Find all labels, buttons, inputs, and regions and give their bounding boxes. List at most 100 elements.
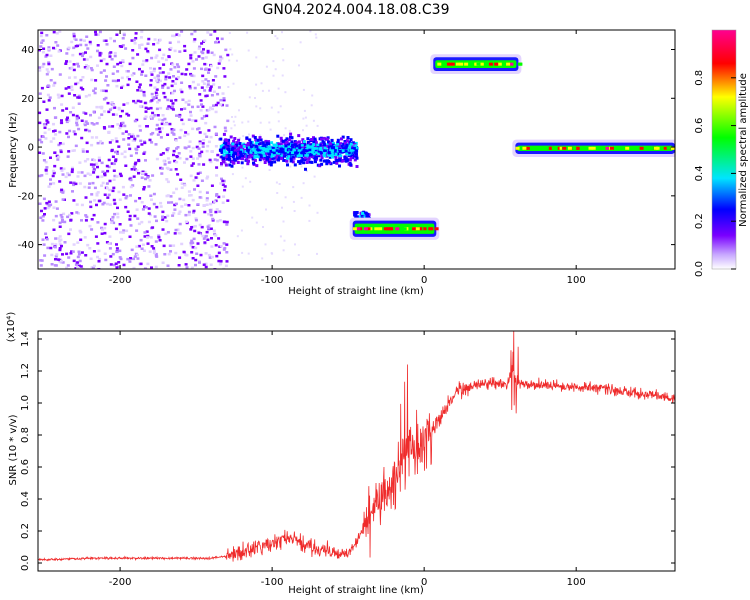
heatmap-cell [112,178,116,181]
heatmap-cell [69,181,73,184]
heatmap-cell [235,59,238,62]
heatmap-cell [52,122,55,126]
heatmap-cell [150,141,154,144]
heatmap-cell [151,96,155,99]
heatmap-cell [200,42,204,45]
heatmap-cell [202,48,205,51]
heatmap-cell [58,73,62,76]
heatmap-cell [106,202,109,206]
heatmap-cell [305,154,309,157]
heatmap-cell [249,145,253,148]
heatmap-cell [222,242,226,245]
heatmap-cell [144,177,147,181]
heatmap-cell [260,150,264,154]
heatmap-cell [46,121,50,124]
heatmap-cell [286,142,290,146]
heatmap-cell [84,112,88,115]
heatmap-cell [104,79,108,82]
heatmap-cell [171,214,175,217]
heatmap-cell [109,37,113,40]
heatmap-cell [191,60,195,63]
y-tick-label: 0.6 [20,459,31,475]
heatmap-cell [115,150,119,154]
heatmap-cell [177,65,181,69]
heatmap-cell [51,169,55,173]
heatmap-cell [70,88,74,91]
heatmap-cell [206,225,210,228]
heatmap-cell [121,37,125,40]
heatmap-cell [47,200,51,203]
heatmap-cell [86,243,90,247]
heatmap-cell [124,164,128,167]
heatmap-cell [120,109,124,113]
heatmap-cell [306,151,310,154]
heatmap-cell [147,220,151,224]
heatmap-cell [169,68,173,71]
heatmap-cell [173,89,176,93]
heatmap-cell [289,153,293,157]
heatmap-cell [275,155,279,159]
heatmap-cell [154,143,158,146]
heatmap-cell [132,38,136,42]
heatmap-cell [224,155,228,158]
heatmap-cell [115,250,119,254]
heatmap-cell [157,236,161,239]
spectrogram-y-label: Frequency (Hz) [8,112,19,188]
heatmap-cell [100,226,103,230]
heatmap-cell [61,218,64,222]
heatmap-cell [236,147,240,151]
heatmap-cell [180,72,184,76]
heatmap-cell [74,263,78,266]
heatmap-cell [98,54,102,57]
heatmap-cell [322,153,326,157]
heatmap-cell [101,181,105,185]
heatmap-cell [150,73,154,76]
heatmap-cell [221,179,225,183]
heatmap-cell [302,182,305,185]
heatmap-cell [133,255,137,258]
heatmap-cell [309,150,313,153]
heatmap-cell [187,103,191,106]
heatmap-cell [78,52,82,56]
heatmap-cell [71,149,75,152]
heatmap-cell [97,260,101,263]
heatmap-cell [180,81,184,84]
heatmap-cell [165,107,169,110]
heatmap-cell [54,237,58,240]
heatmap-cell [83,159,87,163]
heatmap-cell [274,151,278,155]
heatmap-cell [52,30,56,34]
heatmap-cell [265,151,269,155]
heatmap-cell [178,232,182,235]
heatmap-cell [201,74,205,78]
heatmap-cell [233,137,237,140]
heatmap-cell [72,32,76,36]
heatmap-cell [330,138,334,142]
heatmap-cell [319,158,323,162]
heatmap-cell [340,145,344,148]
heatmap-cell [251,144,255,148]
heatmap-cell [111,252,115,256]
heatmap-cell [104,39,108,42]
heatmap-cell [234,152,237,156]
heatmap-cell [261,257,264,260]
heatmap-cell [136,145,140,148]
heatmap-cell [213,30,217,33]
heatmap-cell [239,145,243,148]
heatmap-cell [314,151,318,154]
heatmap-cell [148,138,152,142]
heatmap-cell [207,224,211,227]
y-tick-label: 1.2 [20,363,31,379]
heatmap-cell [167,161,171,164]
heatmap-cell [226,119,230,123]
heatmap-cell [137,244,141,248]
heatmap-cell [77,212,80,215]
heatmap-cell [193,51,197,54]
heatmap-cell [214,110,218,114]
heatmap-cell [222,195,226,198]
heatmap-cell [41,238,45,241]
heatmap-cell [103,222,107,226]
heatmap-cell [74,44,78,48]
heatmap-cell [173,34,177,38]
heatmap-cell [134,161,138,165]
